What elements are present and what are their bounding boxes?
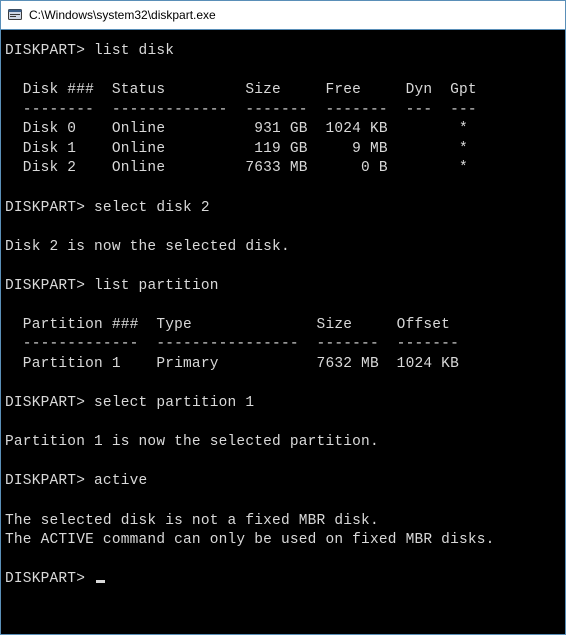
cmd-select-partition: select partition 1: [94, 395, 254, 411]
msg-active-error-1: The selected disk is not a fixed MBR dis…: [5, 513, 379, 529]
table-row: Disk 2 Online 7633 MB 0 B *: [5, 160, 468, 176]
window-title: C:\Windows\system32\diskpart.exe: [29, 8, 216, 22]
prompt: DISKPART>: [5, 395, 85, 411]
table-row: Disk 0 Online 931 GB 1024 KB *: [5, 121, 468, 137]
terminal-output[interactable]: DISKPART> list disk Disk ### Status Size…: [1, 30, 565, 634]
table-row: Disk 1 Online 119 GB 9 MB *: [5, 141, 468, 157]
prompt: DISKPART>: [5, 200, 85, 216]
msg-disk-selected: Disk 2 is now the selected disk.: [5, 239, 290, 255]
msg-partition-selected: Partition 1 is now the selected partitio…: [5, 434, 379, 450]
disk-table-divider: -------- ------------- ------- ------- -…: [5, 102, 477, 118]
prompt: DISKPART>: [5, 278, 85, 294]
partition-table-divider: ------------- ---------------- ------- -…: [5, 336, 459, 352]
cursor-icon: [96, 580, 105, 583]
msg-active-error-2: The ACTIVE command can only be used on f…: [5, 532, 495, 548]
diskpart-window: C:\Windows\system32\diskpart.exe DISKPAR…: [0, 0, 566, 635]
cmd-active: active: [94, 473, 147, 489]
titlebar: C:\Windows\system32\diskpart.exe: [1, 1, 565, 30]
prompt: DISKPART>: [5, 473, 85, 489]
disk-table-header: Disk ### Status Size Free Dyn Gpt: [5, 82, 477, 98]
table-row: Partition 1 Primary 7632 MB 1024 KB: [5, 356, 459, 372]
cmd-select-disk: select disk 2: [94, 200, 210, 216]
prompt: DISKPART>: [5, 43, 85, 59]
prompt: DISKPART>: [5, 571, 85, 587]
partition-table-header: Partition ### Type Size Offset: [5, 317, 450, 333]
diskpart-icon: [7, 7, 23, 23]
cmd-list-disk: list disk: [94, 43, 174, 59]
cmd-list-partition: list partition: [94, 278, 219, 294]
